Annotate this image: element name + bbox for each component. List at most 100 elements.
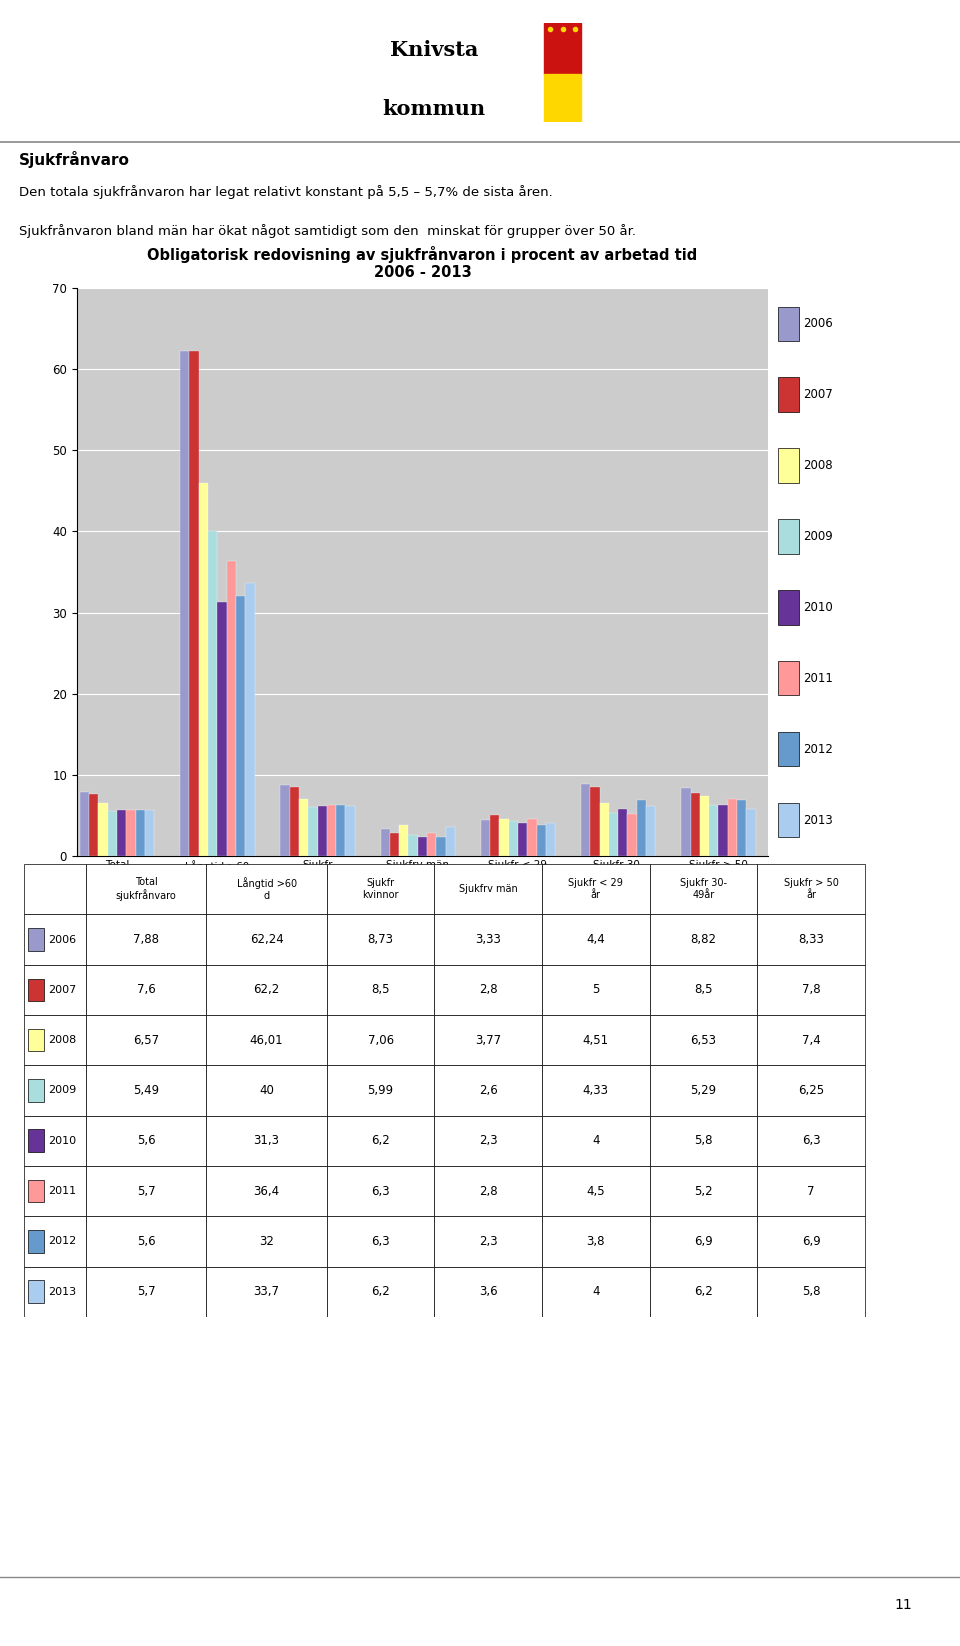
Text: Den totala sjukfrånvaron har legat relativt konstant på 5,5 – 5,7% de sista åren: Den totala sjukfrånvaron har legat relat… [19,184,553,199]
Text: 8,5: 8,5 [372,983,390,996]
Text: 7,6: 7,6 [137,983,156,996]
Bar [206,915,326,965]
Bar [86,1065,206,1116]
Text: 7,8: 7,8 [802,983,821,996]
Text: 6,3: 6,3 [802,1134,821,1147]
Bar [326,805,336,856]
Bar [24,1266,86,1317]
Bar [682,788,690,856]
Bar [609,813,618,856]
Bar [518,823,527,856]
Text: 3,77: 3,77 [475,1034,501,1047]
Bar [24,1065,86,1116]
Bar [24,864,86,915]
Bar [434,1065,542,1116]
Text: 2009: 2009 [804,530,833,543]
Bar [427,833,437,856]
Text: 7,88: 7,88 [133,933,159,946]
Text: 3,6: 3,6 [479,1286,497,1299]
Text: 2010: 2010 [48,1136,76,1146]
Bar [757,965,865,1016]
Bar [108,811,117,856]
Text: Långtid >60
d: Långtid >60 d [236,877,297,900]
Bar [542,864,650,915]
Bar [28,1180,44,1202]
Text: 2,3: 2,3 [479,1134,497,1147]
Bar [527,820,537,856]
Bar [206,1266,326,1317]
Bar [636,800,646,856]
Bar [418,838,427,856]
Text: 4,51: 4,51 [583,1034,609,1047]
Bar [757,864,865,915]
Bar [217,602,227,856]
Bar [646,805,656,856]
Text: Sjukfr 30-
49år: Sjukfr 30- 49år [680,879,727,900]
Bar [757,915,865,965]
Bar [542,965,650,1016]
Text: 5,8: 5,8 [694,1134,712,1147]
Bar [28,1230,44,1253]
Text: 6,3: 6,3 [372,1234,390,1248]
Bar [326,1216,434,1266]
Bar [326,915,434,965]
Bar [206,965,326,1016]
Text: 5,8: 5,8 [802,1286,820,1299]
Bar [778,662,799,696]
Text: 7,06: 7,06 [368,1034,394,1047]
Bar [650,965,757,1016]
Bar [434,915,542,965]
Bar [346,805,355,856]
Bar [434,1116,542,1165]
Text: kommun: kommun [382,99,486,119]
Bar [380,830,390,856]
Bar [757,1065,865,1116]
Text: 2,8: 2,8 [479,983,497,996]
Bar [537,825,546,856]
Bar [326,1065,434,1116]
Bar [757,1016,865,1065]
Bar [746,808,756,856]
Text: Total
sjukfrånvaro: Total sjukfrånvaro [116,877,177,902]
Bar [542,1065,650,1116]
Bar [180,351,189,856]
Text: 2007: 2007 [804,388,833,402]
Bar [326,1116,434,1165]
Text: 6,2: 6,2 [694,1286,713,1299]
Text: 2011: 2011 [48,1187,76,1197]
Bar [408,835,418,856]
Bar [206,1216,326,1266]
Text: 2006: 2006 [48,935,76,945]
Bar [24,965,86,1016]
Bar [542,1216,650,1266]
Text: 2012: 2012 [48,1236,76,1246]
Text: 2008: 2008 [804,459,833,472]
Bar [390,833,399,856]
Text: Sjukfrånvaron bland män har ökat något samtidigt som den  minskat för grupper öv: Sjukfrånvaron bland män har ökat något s… [19,224,636,239]
Text: 8,82: 8,82 [690,933,716,946]
Bar [206,1016,326,1065]
Text: 6,9: 6,9 [694,1234,713,1248]
Text: 3,33: 3,33 [475,933,501,946]
Bar [326,1165,434,1216]
Bar [590,787,600,856]
Bar [718,805,728,856]
Text: 3,8: 3,8 [587,1234,605,1248]
Bar [86,1016,206,1065]
Text: 8,73: 8,73 [368,933,394,946]
Bar [28,928,44,951]
Bar [86,1165,206,1216]
Bar [757,1116,865,1165]
Text: 2013: 2013 [48,1287,76,1297]
Bar [89,795,99,856]
Bar [28,979,44,1001]
Text: 36,4: 36,4 [253,1185,279,1198]
Text: 2009: 2009 [48,1085,76,1096]
Bar [117,810,127,856]
Bar [308,807,318,856]
Bar [650,1065,757,1116]
Bar [445,826,455,856]
Bar [290,787,299,856]
Text: Sjukfrånvaro: Sjukfrånvaro [19,151,130,168]
Bar [280,785,290,856]
